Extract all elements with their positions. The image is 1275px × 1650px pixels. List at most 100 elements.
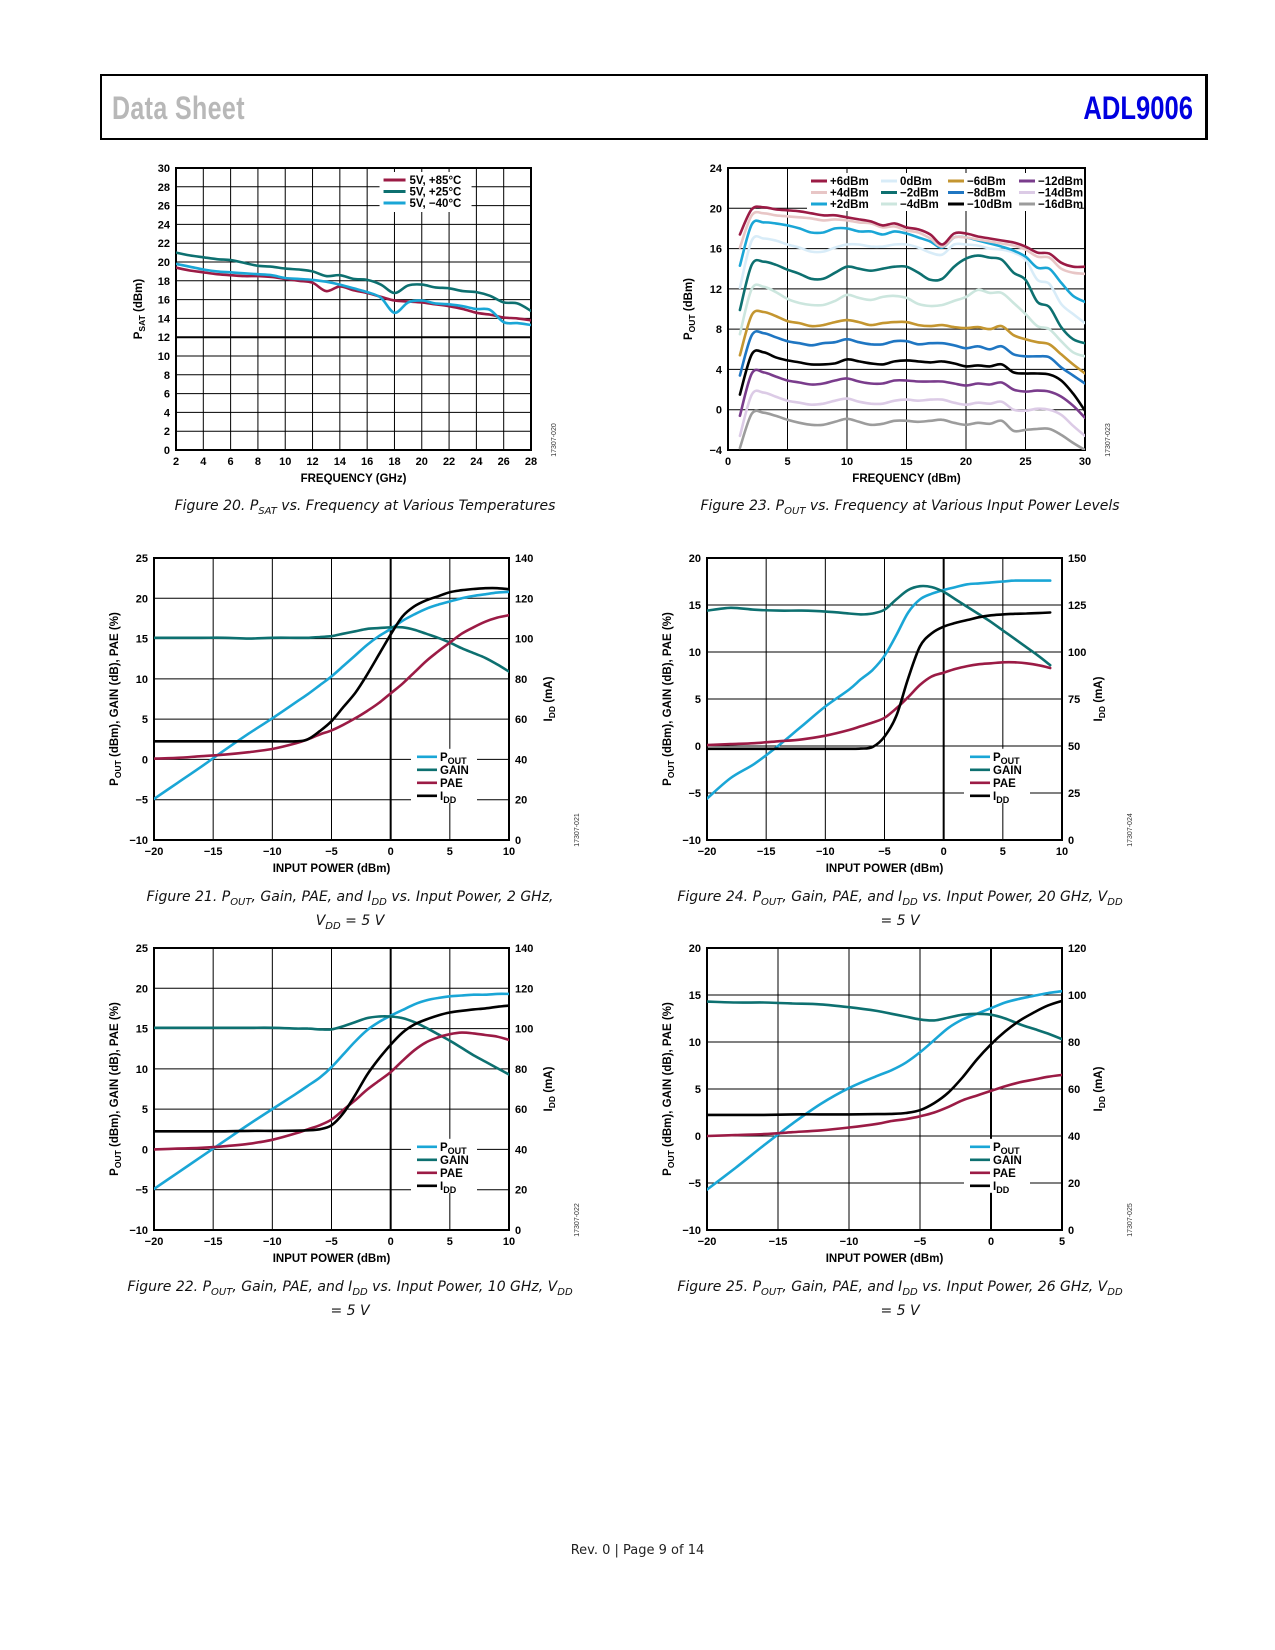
x-tick-label: −5 (325, 1236, 338, 1248)
y-tick-label: −4 (709, 445, 722, 457)
x-tick-label: 5 (1000, 846, 1006, 858)
fig25-svg: −20 −15 −10 −5 0 5−10−50510152002040608010012… (662, 943, 1134, 1265)
y-tick-label: −10 (129, 1225, 148, 1237)
y2-tick-label: 75 (1068, 694, 1080, 706)
y-tick-label: 0 (142, 1144, 148, 1156)
x-tick-label: 2 (173, 456, 179, 468)
series-line-i-dd (154, 586, 509, 743)
y-tick-label: 0 (695, 1131, 701, 1143)
chart-26ghz-input-power: −20 −15 −10 −5 0 5 −10 −5 0 5 10 15 20 0 20 40 60 80 100 12… (650, 940, 1140, 1275)
x-axis-label: INPUT POWER (dBm) (273, 1253, 391, 1265)
x-tick-label: 25 (1019, 456, 1031, 468)
y2-tick-label: 120 (515, 593, 533, 605)
series-line-p-out (707, 579, 1052, 800)
y-tick-label: 25 (136, 553, 148, 565)
y-tick-label: 30 (158, 163, 170, 175)
page-header: Data Sheet ADL9006 (100, 74, 1208, 140)
fig24-svg: −20 −15 −10 −5 0 5 10 −10 −5 0 5 10 15 20 0 25 50 75 100 12… (662, 553, 1134, 875)
series-line-gain (154, 1014, 509, 1076)
series-line--2dbm (738, 219, 1085, 304)
legend-label: −6dBm (967, 176, 1006, 188)
plot-frame (153, 947, 510, 1231)
plot-frame (727, 167, 1086, 451)
x-tick-label: 20 (416, 456, 428, 468)
y2-axis-label: IDD (mA) (543, 676, 557, 721)
y-tick-label: 28 (158, 182, 170, 194)
legend-label: +2dBm (830, 199, 869, 211)
y-tick-label: 6 (164, 389, 170, 401)
y-tick-label: 15 (136, 1024, 148, 1036)
doc-type-title: Data Sheet (112, 90, 245, 126)
y2-tick-label: 0 (515, 1225, 521, 1237)
x-axis-label: INPUT POWER (dBm) (826, 1253, 944, 1265)
series-line--8dbm (738, 330, 1085, 385)
y2-tick-label: 150 (1068, 553, 1086, 565)
x-tick-label: 10 (503, 1236, 515, 1248)
x-tick-label: 10 (841, 456, 853, 468)
y2-tick-label: 100 (1068, 990, 1086, 1002)
chart-20ghz-input-power: −20 −15 −10 −5 0 5 10 −10 −5 0 5 10 15 20 0 25 50 75 100 12… (650, 550, 1140, 885)
legend-label: GAIN (440, 1155, 469, 1167)
y-tick-label: 0 (716, 405, 722, 417)
legend-label: POUT (993, 1142, 1020, 1156)
legend-label: PAE (440, 1168, 463, 1180)
figure-id: 17307-021 (574, 813, 581, 847)
plot-frame (175, 167, 532, 451)
part-number-link[interactable]: ADL9006 (1083, 90, 1193, 126)
y-tick-label: 5 (695, 1084, 701, 1096)
y-tick-label: 10 (136, 1064, 148, 1076)
y-tick-label: −5 (135, 795, 148, 807)
y2-tick-label: 60 (515, 1104, 527, 1116)
series-line--12dbm (738, 368, 1085, 420)
x-tick-label: 10 (1056, 846, 1068, 858)
x-tick-label: 22 (443, 456, 455, 468)
y-tick-label: 25 (136, 943, 148, 955)
y2-tick-label: 125 (1068, 600, 1086, 612)
plot-frame (706, 557, 1063, 841)
x-tick-label: −5 (325, 846, 338, 858)
legend-label: PAE (993, 1168, 1016, 1180)
legend-label: IDD (993, 1181, 1010, 1195)
y-tick-label: −10 (129, 835, 148, 847)
y-tick-label: 5 (142, 1104, 148, 1116)
fig21-svg: −20 −15 −10 −5 0 5 10 −10 −5 0 5 10 15 20 25 0 20 40 60 80 1… (109, 553, 581, 875)
x-tick-label: 12 (306, 456, 318, 468)
figure-id: 17307-024 (1127, 813, 1134, 847)
x-tick-label: 10 (503, 846, 515, 858)
legend-label: POUT (440, 752, 467, 766)
x-tick-label: −10 (816, 846, 835, 858)
legend-label: POUT (993, 752, 1020, 766)
y2-tick-label: 0 (1068, 835, 1074, 847)
figure-id: 17307-022 (574, 1203, 581, 1237)
legend-label: −2dBm (900, 188, 939, 200)
series-line--4dbm (738, 210, 1085, 276)
y-tick-label: 20 (136, 983, 148, 995)
y2-tick-label: 80 (515, 1064, 527, 1076)
x-tick-label: 14 (334, 456, 347, 468)
x-tick-label: −15 (769, 1236, 788, 1248)
y-tick-label: 14 (158, 313, 171, 325)
x-tick-label: 0 (388, 1236, 394, 1248)
legend-label: −12dBm (1038, 176, 1083, 188)
series-line--6dbm (738, 205, 1085, 269)
y-tick-label: 24 (158, 219, 171, 231)
y-tick-label: 10 (689, 647, 701, 659)
series-line--4dbm (738, 283, 1085, 358)
y-tick-label: −5 (135, 1185, 148, 1197)
figure-id: 17307-020 (551, 423, 558, 457)
y-tick-label: 0 (164, 445, 170, 457)
y2-tick-label: 120 (1068, 943, 1086, 955)
x-tick-label: 0 (725, 456, 731, 468)
y-tick-label: 20 (689, 553, 701, 565)
y2-tick-label: 100 (515, 634, 533, 646)
y-tick-label: 0 (695, 741, 701, 753)
y2-tick-label: 120 (515, 983, 533, 995)
y-tick-label: 12 (158, 332, 170, 344)
y-tick-label: 2 (164, 426, 170, 438)
x-axis-label: INPUT POWER (dBm) (826, 863, 944, 875)
y-tick-label: 18 (158, 276, 170, 288)
x-tick-label: 24 (470, 456, 483, 468)
legend-label: IDD (993, 791, 1010, 805)
figure-21-caption: Figure 21. POUT, Gain, PAE, and IDD vs. … (146, 889, 554, 932)
